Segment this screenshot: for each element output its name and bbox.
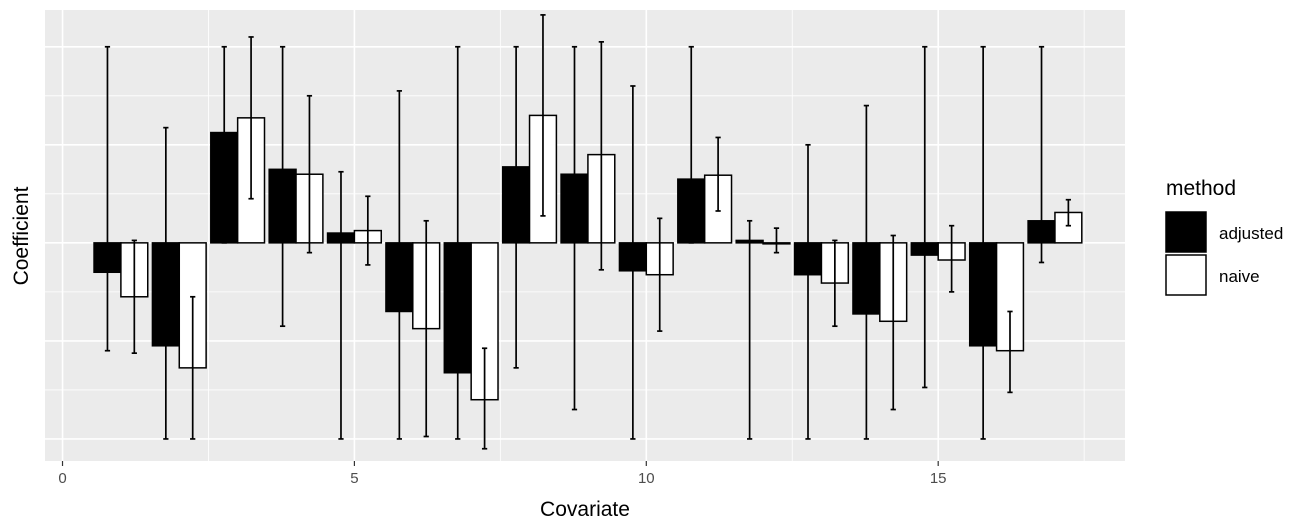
errorbar-adjusted-4 [279, 45, 286, 328]
errorbar-adjusted-8 [513, 45, 519, 369]
legend-label-naive: naive [1219, 267, 1260, 286]
errorbar-naive-6 [423, 219, 429, 438]
errorbar-adjusted-9 [571, 45, 578, 411]
legend-label-adjusted: adjusted [1219, 224, 1283, 243]
errorbar-naive-9 [598, 41, 604, 271]
errorbar-adjusted-2 [163, 126, 169, 440]
errorbar-naive-2 [190, 295, 196, 440]
errorbar-adjusted-15 [922, 45, 928, 389]
errorbar-naive-15 [948, 224, 955, 293]
errorbar-adjusted-14 [863, 104, 870, 440]
errorbar-adjusted-7 [455, 45, 461, 440]
errorbar-adjusted-10 [630, 85, 636, 440]
errorbar-adjusted-12 [747, 219, 753, 440]
errorbar-naive-11 [715, 136, 721, 212]
legend-title: method [1166, 177, 1236, 200]
errorbar-naive-14 [890, 234, 896, 411]
x-tick-label: 0 [58, 470, 66, 487]
errorbar-naive-7 [481, 347, 488, 450]
error-bars [104, 14, 1071, 450]
errorbar-naive-10 [657, 217, 663, 332]
errorbar-adjusted-3 [221, 45, 227, 244]
errorbar-adjusted-1 [104, 45, 111, 352]
errorbar-naive-17 [1065, 198, 1071, 227]
errorbar-adjusted-5 [338, 170, 344, 440]
errorbar-naive-3 [248, 36, 254, 200]
x-tick-label: 15 [930, 470, 947, 487]
errorbar-naive-13 [832, 239, 838, 328]
errorbar-naive-5 [365, 195, 371, 266]
legend-key-adjusted [1165, 211, 1207, 253]
x-tick-label: 10 [638, 470, 655, 487]
x-axis: 0 5 10 15 [58, 461, 947, 487]
legend: method adjusted naive [1165, 177, 1283, 296]
errorbar-naive-12 [773, 227, 780, 254]
errorbar-adjusted-11 [688, 45, 694, 244]
x-axis-title: Covariate [540, 498, 630, 521]
x-tick-label: 5 [350, 470, 358, 487]
errorbar-naive-1 [131, 239, 137, 355]
errorbar-naive-4 [306, 94, 313, 254]
y-axis-title: Coefficient [10, 186, 33, 285]
legend-key-naive [1165, 254, 1207, 296]
errorbar-naive-8 [540, 14, 546, 217]
errorbar-adjusted-17 [1038, 45, 1045, 264]
errorbar-adjusted-13 [805, 143, 811, 440]
errorbar-naive-16 [1007, 310, 1013, 394]
errorbar-adjusted-6 [396, 90, 402, 440]
errorbar-adjusted-16 [980, 45, 986, 440]
